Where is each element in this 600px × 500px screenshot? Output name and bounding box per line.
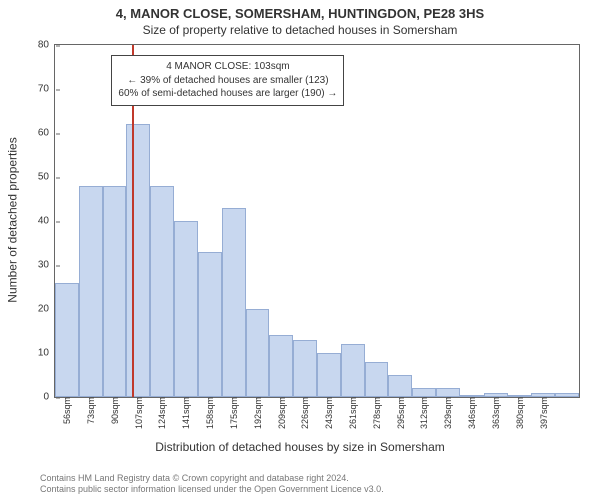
histogram-bar [412, 388, 436, 397]
y-tick: 0 [43, 392, 55, 403]
x-tick: 124sqm [155, 397, 167, 429]
y-tick: 40 [38, 216, 55, 227]
x-tick: 226sqm [298, 397, 310, 429]
chart-title: 4, MANOR CLOSE, SOMERSHAM, HUNTINGDON, P… [0, 0, 600, 21]
footer-credits: Contains HM Land Registry data © Crown c… [40, 473, 588, 496]
histogram-bar [198, 252, 222, 397]
histogram-bar [531, 393, 555, 397]
y-tick: 10 [38, 348, 55, 359]
histogram-bar [126, 124, 150, 397]
histogram-bar [317, 353, 341, 397]
x-tick: 192sqm [251, 397, 263, 429]
histogram-bar [174, 221, 198, 397]
histogram-bar [341, 344, 365, 397]
histogram-bar [388, 375, 412, 397]
histogram-bar [103, 186, 127, 397]
x-tick: 363sqm [489, 397, 501, 429]
y-axis-label-box: Number of detached properties [4, 40, 22, 400]
callout-line3: 60% of semi-detached houses are larger (… [118, 87, 337, 101]
x-tick: 56sqm [60, 397, 72, 424]
x-axis-label: Distribution of detached houses by size … [0, 440, 600, 454]
x-tick: 346sqm [465, 397, 477, 429]
histogram-bar [55, 283, 79, 397]
x-tick: 243sqm [322, 397, 334, 429]
y-tick: 30 [38, 260, 55, 271]
x-tick: 295sqm [394, 397, 406, 429]
histogram-bar [436, 388, 460, 397]
x-tick: 397sqm [537, 397, 549, 429]
x-tick: 329sqm [441, 397, 453, 429]
plot-area: 0102030405060708056sqm73sqm90sqm107sqm12… [54, 44, 580, 398]
y-tick: 80 [38, 40, 55, 51]
x-tick: 278sqm [370, 397, 382, 429]
histogram-bar [508, 395, 532, 397]
histogram-bar [79, 186, 103, 397]
histogram-bar [484, 393, 508, 397]
x-tick: 141sqm [179, 397, 191, 429]
chart-subtitle: Size of property relative to detached ho… [0, 21, 600, 37]
x-tick: 380sqm [513, 397, 525, 429]
x-tick: 312sqm [417, 397, 429, 429]
y-axis-label: Number of detached properties [6, 137, 20, 302]
y-tick: 20 [38, 304, 55, 315]
y-tick: 70 [38, 84, 55, 95]
histogram-bar [150, 186, 174, 397]
y-tick: 60 [38, 128, 55, 139]
histogram-bar [269, 335, 293, 397]
histogram-bar [222, 208, 246, 397]
callout-box: 4 MANOR CLOSE: 103sqm← 39% of detached h… [111, 55, 344, 106]
y-tick: 50 [38, 172, 55, 183]
x-tick: 261sqm [346, 397, 358, 429]
x-tick: 158sqm [203, 397, 215, 429]
histogram-bar [555, 393, 579, 397]
callout-line2: ← 39% of detached houses are smaller (12… [118, 74, 337, 88]
histogram-bar [460, 395, 484, 397]
x-tick: 209sqm [275, 397, 287, 429]
histogram-bar [293, 340, 317, 397]
x-tick: 175sqm [227, 397, 239, 429]
chart-container: 4, MANOR CLOSE, SOMERSHAM, HUNTINGDON, P… [0, 0, 600, 500]
footer-line-2: Contains public sector information licen… [40, 484, 588, 496]
x-tick: 73sqm [84, 397, 96, 424]
x-tick: 107sqm [132, 397, 144, 429]
x-tick: 90sqm [108, 397, 120, 424]
histogram-bar [365, 362, 389, 397]
callout-line1: 4 MANOR CLOSE: 103sqm [118, 60, 337, 74]
histogram-bar [246, 309, 270, 397]
footer-line-1: Contains HM Land Registry data © Crown c… [40, 473, 588, 485]
